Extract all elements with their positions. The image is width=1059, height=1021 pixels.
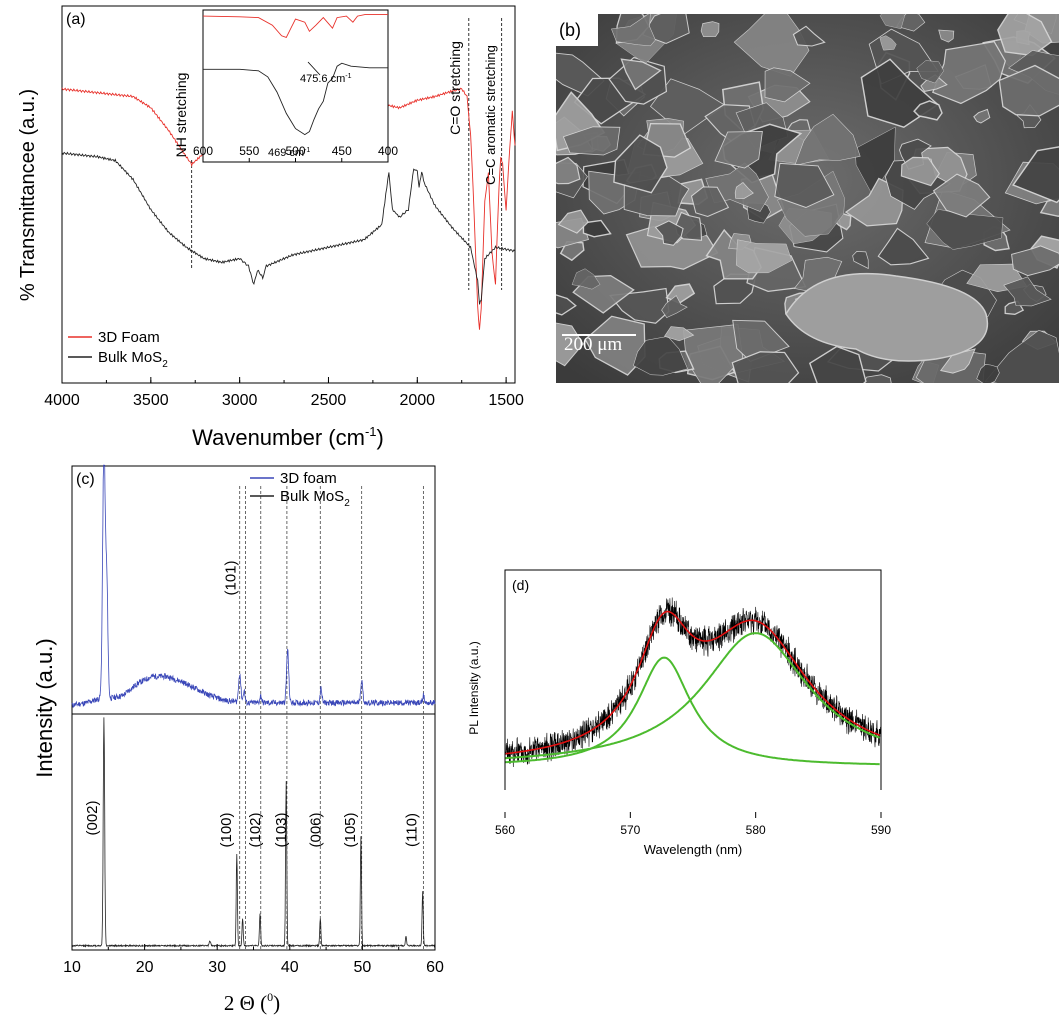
pl-x-tick-label: 560 bbox=[495, 823, 515, 837]
inset-x-tick-label: 600 bbox=[193, 144, 213, 158]
sem-scale-label: 200 μm bbox=[564, 334, 623, 355]
xrd-peak-label: (102) bbox=[247, 812, 264, 847]
legend-label-foam: 3D Foam bbox=[98, 329, 160, 346]
pl-panel-label: (d) bbox=[512, 577, 529, 593]
sem-image-drawing bbox=[556, 14, 1059, 383]
xrd-reference-lines bbox=[239, 486, 424, 950]
sem-image: (b) 200 μm bbox=[556, 14, 1059, 383]
inset-x-tick-label: 500 bbox=[285, 144, 305, 158]
xrd-peak-label: (002) bbox=[84, 800, 101, 835]
pl-y-axis-label: PL Intensity (a.u.) bbox=[467, 641, 481, 735]
pl-x-ticks: 560 570 580 590 bbox=[495, 812, 891, 837]
pl-x-tick-label: 590 bbox=[871, 823, 891, 837]
sem-scale-bar bbox=[562, 334, 636, 336]
pl-component-line bbox=[505, 632, 881, 760]
sem-panel-label: (b) bbox=[559, 20, 581, 40]
pl-raw-line bbox=[504, 597, 882, 768]
xrd-peak-label: (006) bbox=[307, 812, 324, 847]
inset-peak-label-2: 469 cm-1 bbox=[268, 147, 310, 159]
xrd-series bbox=[71, 464, 436, 948]
ftir-y-axis-label: % Transmittancee (a.u.) bbox=[17, 89, 39, 301]
inset-x-tick-label: 400 bbox=[378, 144, 398, 158]
xrd-peak-label: (100) bbox=[218, 812, 235, 847]
xrd-legend-label-foam: 3D foam bbox=[280, 470, 337, 487]
ftir-chart: 4000 3500 3000 2500 2000 1500 (a) Wavenumber … bbox=[17, 5, 524, 450]
inset-x-tick-label: 550 bbox=[239, 144, 259, 158]
xrd-x-tick-label: 10 bbox=[63, 959, 81, 976]
xrd-legend-label-bulk: Bulk MoS2 bbox=[280, 488, 350, 509]
ftir-x-ticks: 4000 3500 3000 2500 2000 1500 bbox=[44, 377, 524, 409]
inset-arrow bbox=[307, 61, 321, 76]
inset-x-tick-label: 450 bbox=[332, 144, 352, 158]
co-stretching-label: C=O stretching bbox=[447, 41, 463, 135]
legend-label-bulk: Bulk MoS2 bbox=[98, 349, 168, 370]
ftir-x-tick-label: 2500 bbox=[311, 392, 347, 409]
inset-x-ticks: 600 550 500 450 400 bbox=[193, 144, 398, 162]
pl-x-axis-label: Wavelength (nm) bbox=[644, 842, 743, 857]
xrd-x-tick-label: 30 bbox=[208, 959, 226, 976]
ftir-panel-label: (a) bbox=[66, 11, 86, 28]
xrd-panel-label: (c) bbox=[76, 471, 95, 488]
inset-series-line bbox=[203, 62, 388, 136]
pl-frame-border bbox=[504, 569, 882, 790]
xrd-x-ticks: 10 20 30 40 50 60 bbox=[63, 944, 444, 976]
nh-stretching-label: NH stretching bbox=[173, 73, 189, 158]
inset-frame bbox=[202, 9, 389, 163]
pl-x-tick-label: 570 bbox=[620, 823, 640, 837]
xrd-y-axis-label: Intensity (a.u.) bbox=[32, 638, 57, 777]
cc-stretching-label: C=C aromatic stretching bbox=[483, 45, 498, 185]
ftir-legend: 3D Foam Bulk MoS2 bbox=[68, 329, 168, 370]
pl-component-line bbox=[504, 656, 880, 766]
xrd-series-line bbox=[71, 464, 436, 709]
ftir-x-axis-label: Wavenumber (cm-1) bbox=[192, 424, 384, 450]
ftir-x-tick-label: 1500 bbox=[488, 392, 524, 409]
ftir-x-tick-label: 3500 bbox=[133, 392, 169, 409]
xrd-series-line bbox=[71, 717, 436, 948]
inset-series-line bbox=[202, 14, 388, 38]
pl-fit-line bbox=[504, 610, 881, 755]
xrd-x-tick-label: 60 bbox=[426, 959, 444, 976]
inset-peak-label-1: 475.6 cm-1 bbox=[300, 73, 352, 85]
xrd-peak-label: (101) bbox=[223, 560, 240, 595]
ftir-x-tick-label: 2000 bbox=[399, 392, 435, 409]
pl-y-axis: PL Intensity (a.u.) bbox=[467, 641, 481, 735]
xrd-chart: 10 20 30 40 50 60 (002) (100)(101)(102) (103) (0… bbox=[32, 464, 444, 1015]
xrd-peak-label: (105) bbox=[342, 812, 359, 847]
xrd-x-tick-label: 50 bbox=[354, 959, 372, 976]
xrd-x-tick-label: 20 bbox=[136, 959, 154, 976]
ftir-inset: 600 550 500 450 400 475.6 cm-1 469 cm-1 bbox=[193, 9, 398, 163]
xrd-peak-labels: (002) (100) (101) (102) (103) (006) (105) (110) bbox=[84, 560, 421, 847]
xrd-x-axis-label: 2 Θ (0) bbox=[224, 990, 280, 1015]
xrd-peak-label: (110) bbox=[404, 813, 421, 847]
ftir-x-tick-label: 4000 bbox=[44, 392, 80, 409]
xrd-x-tick-label: 40 bbox=[281, 959, 299, 976]
pl-x-tick-label: 580 bbox=[746, 823, 766, 837]
ftir-frame bbox=[61, 5, 516, 384]
pl-series bbox=[504, 597, 882, 768]
xrd-legend: 3D foam Bulk MoS2 bbox=[250, 470, 350, 509]
pl-axes: 560 570 580 590 Wavelength (nm) bbox=[495, 812, 891, 857]
xrd-frame bbox=[71, 465, 436, 951]
ftir-series-line bbox=[61, 151, 516, 305]
pl-chart: (d) bbox=[504, 569, 882, 790]
xrd-peak-label: (103) bbox=[273, 812, 290, 847]
ftir-x-tick-label: 3000 bbox=[222, 392, 258, 409]
inset-series bbox=[202, 14, 388, 136]
